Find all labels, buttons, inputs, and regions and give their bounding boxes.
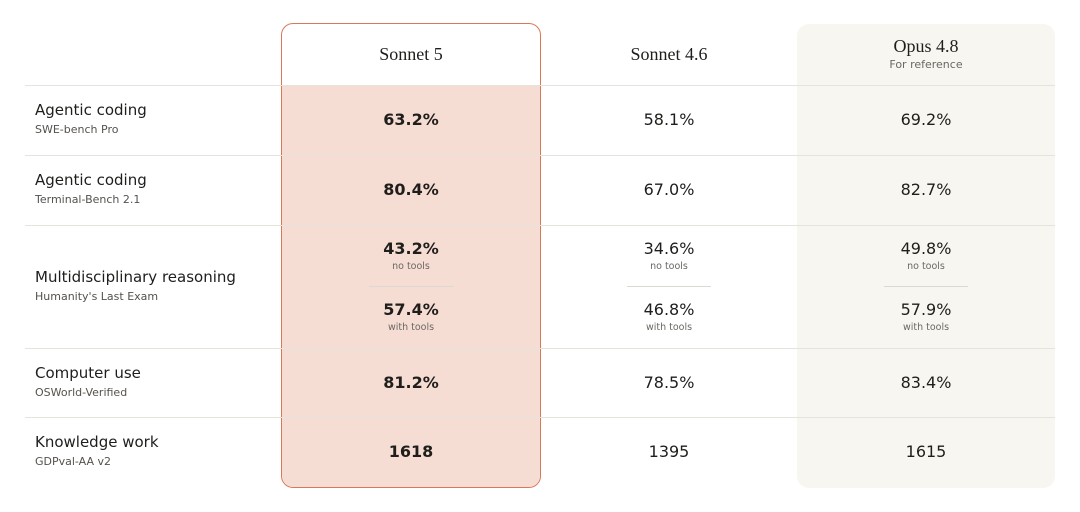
inner-divider [884, 286, 968, 287]
cell-value: 49.8% [900, 239, 952, 258]
row-sublabel: GDPval-AA v2 [35, 455, 112, 468]
cell-value: 78.5% [643, 372, 695, 392]
cell-note: no tools [907, 261, 945, 272]
cell-value: 1618 [388, 442, 434, 461]
row-label: Computer use [35, 363, 141, 382]
row-sublabel: OSWorld-Verified [35, 385, 128, 399]
cell-value: 1395 [648, 442, 690, 461]
cell-note: no tools [392, 261, 430, 272]
column-header: Sonnet 5 [379, 44, 443, 64]
row-label: Agentic coding [35, 101, 147, 119]
cell-value: 67.0% [643, 180, 695, 199]
inner-divider [369, 286, 453, 287]
column-header: Opus 4.8 [893, 36, 959, 56]
row-separator [25, 85, 1055, 86]
column-subtitle: For reference [889, 58, 963, 71]
cell-value: 82.7% [900, 180, 952, 199]
cell-value: 80.4% [383, 180, 439, 199]
cell-value: 81.2% [383, 372, 439, 392]
cell-value: 58.1% [643, 110, 695, 129]
row-separator [25, 155, 1055, 156]
row-sublabel: Humanity's Last Exam [35, 289, 159, 303]
reference-column-bg [797, 24, 1055, 488]
row-separator [25, 417, 1055, 418]
cell-note: with tools [645, 322, 693, 333]
cell-value: 57.4% [383, 300, 439, 319]
inner-divider [627, 286, 711, 287]
cell-value: 69.2% [900, 110, 952, 129]
row-separator [25, 225, 1055, 226]
cell-note: with tools [387, 322, 435, 333]
column-header: Sonnet 4.6 [630, 44, 708, 64]
cell-value: 46.8% [643, 300, 695, 319]
cell-value: 34.6% [643, 239, 695, 258]
row-label: Multidisciplinary reasoning [35, 267, 236, 286]
cell-value: 43.2% [383, 239, 439, 258]
cell-value: 57.9% [900, 300, 952, 319]
cell-note: with tools [902, 322, 950, 333]
cell-value: 83.4% [900, 372, 952, 392]
row-label: Agentic coding [35, 171, 147, 189]
row-separator [25, 348, 1055, 349]
row-sublabel: SWE-bench Pro [35, 123, 119, 136]
row-sublabel: Terminal-Bench 2.1 [35, 193, 141, 206]
cell-note: no tools [650, 261, 688, 272]
cell-value: 1615 [905, 442, 947, 461]
cell-value: 63.2% [383, 110, 439, 129]
row-label: Knowledge work [35, 433, 159, 451]
